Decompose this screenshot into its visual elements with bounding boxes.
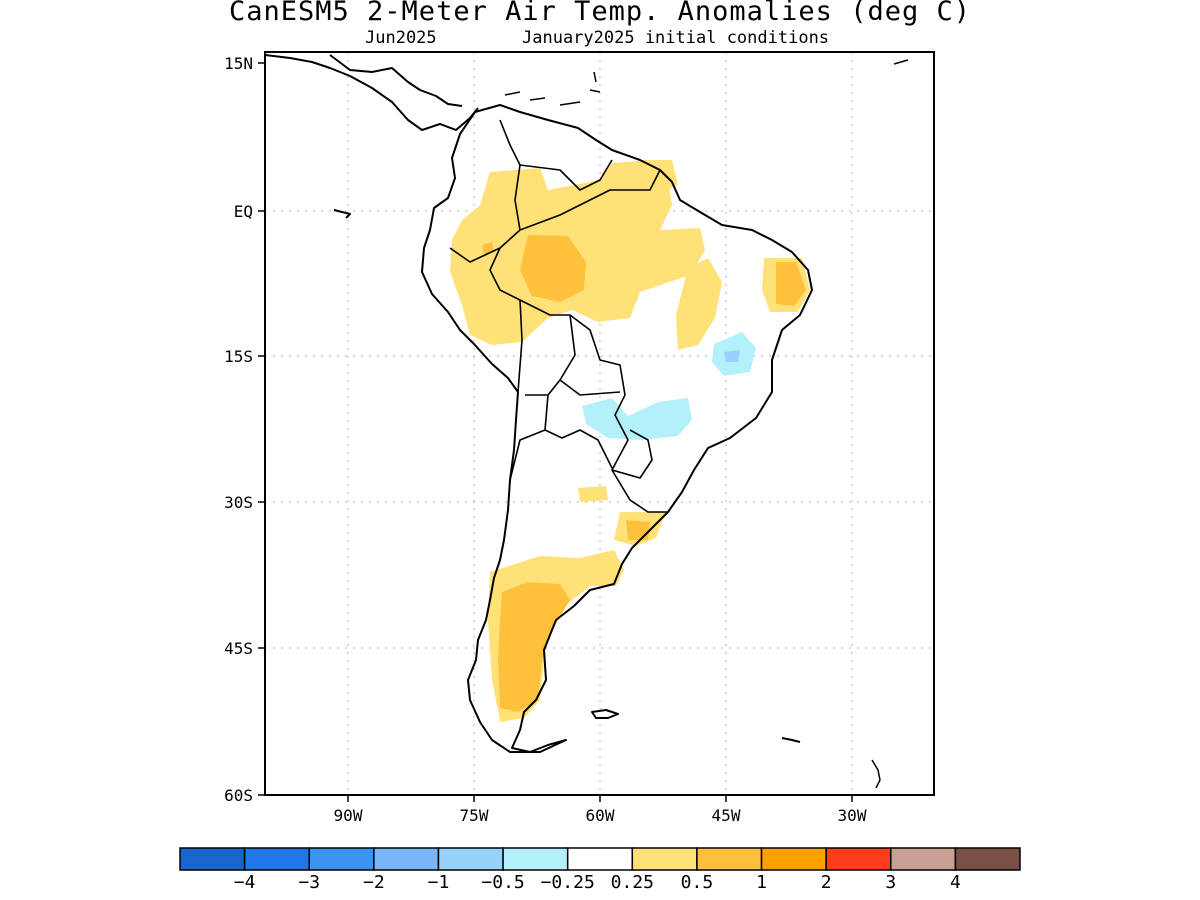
- lon-tick-label: 90W: [334, 806, 363, 825]
- anomaly-region-colombia-spot: [482, 242, 494, 254]
- anomaly-region-bolivia-cool: [582, 398, 692, 440]
- colorbar-label: 0.5: [681, 872, 714, 893]
- colorbar-label: 2: [821, 872, 832, 893]
- colorbar-swatch: [825, 847, 892, 871]
- colorbar-swatch: [631, 847, 698, 871]
- colorbar-label: −1: [428, 872, 450, 893]
- latitude-axis: 15N EQ 15S 30S 45S 60S: [224, 54, 265, 805]
- lat-tick-label: 15S: [224, 347, 253, 366]
- caribbean-islands: [504, 59, 909, 106]
- anomaly-region-minas-cool-core: [724, 350, 740, 362]
- anomaly-region-northeast-core: [776, 262, 806, 306]
- longitude-axis: 90W 75W 60W 45W 30W: [334, 795, 867, 825]
- colorbar-swatch: [890, 847, 957, 871]
- anomaly-region-east-coast: [640, 160, 678, 192]
- initial-conditions-label: January2025 initial conditions: [522, 28, 830, 48]
- country-borders: [449, 119, 668, 513]
- colorbar-label: −3: [298, 872, 320, 893]
- lat-tick-label: EQ: [234, 202, 253, 221]
- colorbar-swatch: [308, 847, 375, 871]
- south-sandwich-islands: [871, 759, 881, 789]
- south-georgia: [781, 737, 801, 743]
- colorbar-swatch: [373, 847, 440, 871]
- lat-tick-label: 60S: [224, 786, 253, 805]
- chart-title: CanESM5 2-Meter Air Temp. Anomalies (deg…: [229, 0, 971, 27]
- lon-tick-label: 75W: [460, 806, 489, 825]
- colorbar-swatch: [696, 847, 763, 871]
- falkland-islands: [591, 709, 619, 719]
- lon-tick-label: 30W: [838, 806, 867, 825]
- colorbar-swatch: [243, 847, 310, 871]
- anomaly-fields: [450, 160, 810, 722]
- central-america-coastline-north: [329, 54, 463, 107]
- lat-tick-label: 45S: [224, 639, 253, 658]
- central-america-coastline: [265, 54, 479, 131]
- anomaly-region-central-brazil: [676, 258, 722, 350]
- colorbar-swatch: [760, 847, 827, 871]
- lon-tick-label: 60W: [586, 806, 615, 825]
- colorbar-label: 3: [885, 872, 896, 893]
- colorbar-label: −0.5: [481, 872, 524, 893]
- lat-tick-label: 30S: [224, 493, 253, 512]
- colorbar-swatch: [179, 847, 246, 871]
- south-america-coastline: [421, 104, 813, 753]
- galapagos-islands: [333, 209, 351, 219]
- colorbar: −4 −3 −2 −1 −0.5 −0.25 0.25 0.5 1 2 3 4: [179, 847, 1021, 893]
- colorbar-label: −0.25: [541, 872, 595, 893]
- colorbar-swatch: [954, 847, 1021, 871]
- colorbar-label: 1: [756, 872, 767, 893]
- lat-tick-label: 15N: [224, 54, 253, 73]
- colorbar-label: 0.25: [611, 872, 654, 893]
- anomaly-region-patagonia-core: [498, 582, 570, 712]
- colorbar-swatch: [502, 847, 569, 871]
- colorbar-swatch: [437, 847, 504, 871]
- colorbar-label: 4: [950, 872, 961, 893]
- lon-tick-label: 45W: [712, 806, 741, 825]
- colorbar-label: −2: [363, 872, 385, 893]
- colorbar-label: −4: [234, 872, 256, 893]
- coastlines-and-borders: [265, 54, 909, 789]
- anomaly-region-uruguay-core: [626, 520, 650, 540]
- colorbar-swatch: [566, 847, 634, 871]
- anomaly-region-peru-amazon: [520, 235, 586, 302]
- forecast-month: Jun2025: [365, 28, 437, 48]
- anomaly-region-argentina-small: [578, 486, 608, 502]
